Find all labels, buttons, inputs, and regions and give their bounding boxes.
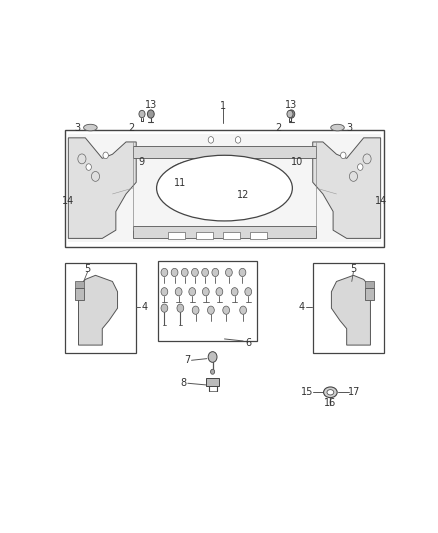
Bar — [75, 288, 84, 300]
Text: 5: 5 — [350, 264, 357, 274]
Text: 16: 16 — [324, 398, 336, 408]
Circle shape — [103, 152, 108, 159]
Text: 17: 17 — [348, 387, 360, 397]
Text: 2: 2 — [276, 123, 282, 133]
Circle shape — [161, 304, 168, 312]
Text: 10: 10 — [291, 157, 304, 167]
Text: 7: 7 — [184, 356, 190, 365]
Text: 13: 13 — [285, 100, 297, 110]
Bar — [133, 146, 316, 158]
Ellipse shape — [163, 159, 245, 200]
Bar — [133, 226, 316, 238]
Circle shape — [177, 304, 184, 312]
Circle shape — [211, 369, 215, 374]
Bar — [250, 232, 267, 239]
Bar — [313, 263, 384, 353]
Circle shape — [212, 268, 219, 277]
Polygon shape — [332, 276, 371, 345]
Circle shape — [231, 288, 238, 296]
Circle shape — [287, 110, 293, 118]
Circle shape — [235, 136, 241, 143]
Circle shape — [223, 306, 230, 314]
Circle shape — [161, 288, 168, 296]
Circle shape — [192, 306, 199, 314]
Circle shape — [202, 288, 209, 296]
Circle shape — [240, 306, 247, 314]
Polygon shape — [68, 138, 136, 238]
Circle shape — [148, 110, 154, 118]
Bar — [65, 263, 136, 353]
Text: 5: 5 — [85, 264, 91, 274]
Text: 12: 12 — [237, 190, 249, 200]
Circle shape — [288, 110, 295, 118]
Text: 3: 3 — [75, 123, 81, 133]
Text: 4: 4 — [298, 302, 304, 312]
Bar — [68, 134, 381, 243]
Text: 2: 2 — [128, 123, 134, 133]
Bar — [206, 377, 219, 386]
Polygon shape — [313, 138, 381, 238]
Ellipse shape — [327, 390, 334, 395]
Bar — [169, 232, 185, 239]
Text: 3: 3 — [346, 123, 353, 133]
Circle shape — [208, 136, 214, 143]
Polygon shape — [78, 276, 117, 345]
Text: 11: 11 — [174, 178, 187, 188]
Bar — [196, 232, 212, 239]
Circle shape — [216, 288, 223, 296]
Circle shape — [92, 172, 99, 181]
Text: 14: 14 — [374, 197, 387, 206]
Text: 14: 14 — [62, 197, 74, 206]
Ellipse shape — [331, 124, 344, 131]
Circle shape — [357, 164, 363, 171]
Text: 8: 8 — [180, 378, 186, 388]
Circle shape — [245, 288, 251, 296]
Circle shape — [191, 268, 198, 277]
Circle shape — [341, 152, 346, 159]
Circle shape — [363, 154, 371, 164]
Bar — [223, 232, 240, 239]
Text: 15: 15 — [301, 387, 314, 397]
Text: 6: 6 — [245, 338, 251, 348]
Bar — [365, 288, 374, 300]
Circle shape — [78, 154, 86, 164]
Ellipse shape — [84, 124, 97, 131]
Circle shape — [202, 268, 208, 277]
Circle shape — [175, 288, 182, 296]
Circle shape — [139, 110, 145, 118]
Circle shape — [161, 268, 168, 277]
Ellipse shape — [324, 387, 337, 398]
Text: 4: 4 — [141, 302, 148, 312]
Circle shape — [208, 306, 214, 314]
Bar — [75, 281, 84, 288]
Bar — [158, 261, 257, 341]
Circle shape — [181, 268, 188, 277]
Circle shape — [171, 268, 178, 277]
Ellipse shape — [156, 155, 293, 221]
Circle shape — [350, 172, 357, 181]
Text: 1: 1 — [220, 101, 226, 111]
Circle shape — [189, 288, 196, 296]
Text: 9: 9 — [138, 157, 145, 167]
Text: 13: 13 — [145, 100, 157, 110]
Bar — [365, 281, 374, 288]
Circle shape — [86, 164, 92, 171]
Circle shape — [208, 352, 217, 362]
Circle shape — [226, 268, 232, 277]
Bar — [65, 130, 384, 247]
Circle shape — [239, 268, 246, 277]
